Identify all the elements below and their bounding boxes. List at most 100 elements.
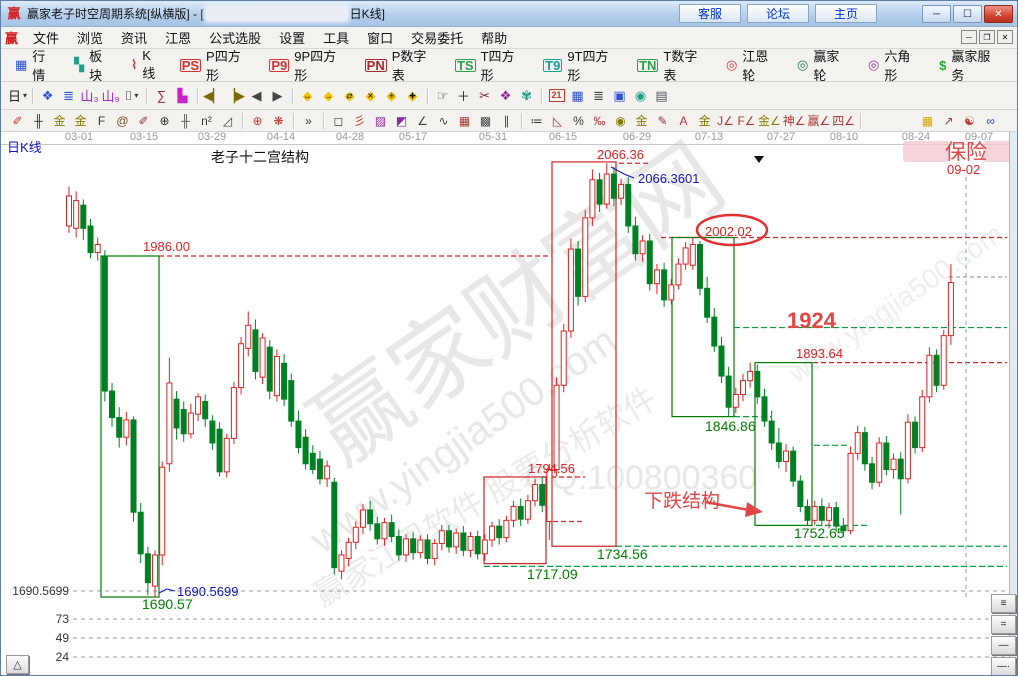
gann-web-icon[interactable]: ❖	[41, 87, 54, 103]
child-close-button[interactable]: ✕	[997, 30, 1013, 44]
a-wave-tool[interactable]: A	[679, 113, 688, 128]
first-page-button[interactable]: ◀▏	[203, 87, 224, 103]
info-list-icon[interactable]: ≣	[63, 87, 74, 103]
child-restore-button[interactable]: ❐	[979, 30, 995, 44]
gold-lines-tool[interactable]: 金	[635, 114, 648, 128]
grid-fine-tool[interactable]: ▦	[458, 113, 471, 128]
infinity-tool[interactable]: ∞	[986, 113, 995, 128]
menu-item-江恩[interactable]: 江恩	[165, 30, 192, 46]
hexagon-button[interactable]: ◎ 六角形	[868, 49, 911, 83]
gann-cross-tool[interactable]: ⊕	[252, 113, 263, 128]
pattern-tool[interactable]: ✾	[521, 87, 532, 103]
winner-service-button[interactable]: $ 赢家服务	[939, 49, 991, 83]
gold-ruler2-tool[interactable]: 金	[74, 114, 87, 128]
menu-item-窗口[interactable]: 窗口	[367, 30, 394, 46]
gann-wheel-button[interactable]: ◎ 江恩轮	[725, 49, 769, 83]
last-page-button[interactable]: ▕▶	[225, 87, 246, 103]
percent-tool[interactable]: %	[573, 113, 584, 128]
ma9-icon[interactable]: 山₉	[101, 89, 120, 104]
winner-wheel-button[interactable]: ◎ 赢家轮	[797, 49, 840, 83]
diamond-move-tool[interactable]: ◆ ↔	[302, 87, 313, 103]
square-draw-tool[interactable]: ◻	[333, 113, 344, 128]
f-angle-tool[interactable]: F∠	[737, 113, 756, 128]
price-label-tool[interactable]: ≔	[530, 113, 543, 128]
menu-item-工具[interactable]: 工具	[323, 30, 350, 46]
menu-item-浏览[interactable]: 浏览	[77, 30, 104, 46]
gift-tool[interactable]: ❖	[499, 87, 512, 103]
pane-layout-2-button[interactable]: =	[991, 615, 1016, 634]
trend-mini-tool[interactable]: ↗	[943, 113, 954, 128]
sectors-button[interactable]: ▚ 板块	[74, 49, 103, 83]
grid-yellow-tool[interactable]: ▦	[921, 113, 934, 128]
menu-item-公式选股[interactable]: 公式选股	[209, 30, 262, 46]
indicator-toggle-button[interactable]: △	[6, 655, 29, 674]
kline-button[interactable]: ⌇ K线	[130, 48, 156, 81]
diamond-plus-tool[interactable]: ◆ ✚	[407, 87, 418, 103]
menu-item-帮助[interactable]: 帮助	[481, 30, 508, 46]
prev-page-button[interactable]: ◀	[251, 87, 262, 103]
volume-bars-icon[interactable]: ▙	[177, 87, 188, 103]
quotes-button[interactable]: ▦ 行情	[15, 49, 46, 83]
menu-item-设置[interactable]: 设置	[279, 30, 306, 46]
spiral-tool[interactable]: @	[116, 113, 129, 128]
next-page-button[interactable]: ▶	[272, 87, 283, 103]
brush-tool[interactable]: ✐	[12, 113, 23, 128]
si-angle-tool[interactable]: 四∠	[832, 114, 856, 128]
candles-layer[interactable]	[66, 163, 954, 598]
fan-box-tool[interactable]: ◩	[395, 113, 408, 128]
p-square-button[interactable]: PS P四方形	[179, 49, 241, 83]
notes-icon[interactable]: ≣	[593, 87, 604, 103]
pane-layout-1-button[interactable]: —	[991, 636, 1016, 655]
ma3-icon[interactable]: 山₃	[80, 89, 99, 104]
f-ruler-tool[interactable]: F	[97, 113, 106, 128]
gold-ruler-tool[interactable]: 金	[53, 114, 66, 128]
tick-ruler-tool[interactable]: ╫	[181, 113, 190, 128]
diamond-expand-tool[interactable]: ◆ ⇄	[344, 87, 355, 103]
p-number-button[interactable]: PN P数字表	[364, 49, 427, 83]
minimize-button[interactable]: ─	[922, 5, 951, 23]
percent-triangle-tool[interactable]: ◺	[552, 113, 563, 128]
snowflake-tool[interactable]: ❋	[273, 113, 284, 128]
menu-item-文件[interactable]: 文件	[33, 30, 60, 46]
win-angle-tool[interactable]: 赢∠	[807, 114, 831, 128]
percent-lines-tool[interactable]: ‰	[593, 113, 606, 128]
nine-t-square-button[interactable]: T9 9T四方形	[543, 49, 609, 83]
rocket-ruler-tool[interactable]: ✐	[138, 113, 149, 128]
nine-p-square-button[interactable]: P9 9P四方形	[269, 49, 337, 83]
gann-ruler-tool[interactable]: ╫	[34, 113, 43, 128]
shen-angle-tool[interactable]: 神∠	[782, 114, 806, 128]
calendar-icon[interactable]: 21	[546, 86, 567, 106]
export-web-icon[interactable]: ◉	[634, 87, 647, 103]
wave-lines-tool[interactable]: ∿	[438, 113, 449, 128]
customer-service-button[interactable]: 客服	[679, 4, 741, 23]
j-angle-tool[interactable]: J∠	[717, 113, 734, 128]
child-minimize-button[interactable]: ─	[961, 30, 977, 44]
segment-cut-tool[interactable]: ✂	[479, 87, 490, 103]
circle-ruler-tool[interactable]: ⊕	[159, 113, 170, 128]
fan-lines-tool[interactable]: 彡	[353, 114, 366, 128]
fan-square-tool[interactable]: ▨	[374, 113, 387, 128]
save-icon[interactable]: ▣	[613, 87, 626, 103]
yinyang-tool[interactable]: ☯	[964, 113, 975, 128]
gold-circle-tool[interactable]: ◉	[615, 113, 626, 128]
parallel-lines-tool[interactable]: ∥	[503, 113, 510, 128]
homepage-button[interactable]: 主页	[815, 4, 877, 23]
grid-bold-tool[interactable]: ▩	[479, 113, 492, 128]
maximize-button[interactable]: ☐	[953, 5, 982, 23]
hand-tool[interactable]: ☞	[436, 87, 449, 103]
protractor-tool[interactable]: ◿	[222, 113, 233, 128]
gold-underline-tool[interactable]: 金	[698, 114, 711, 128]
diamond-right-tool[interactable]: ◆ →	[323, 87, 334, 103]
pane-slider-button[interactable]: —·	[991, 657, 1016, 675]
formula-icon[interactable]: ∑	[156, 88, 167, 103]
n2-tool[interactable]: n²	[201, 113, 212, 128]
kline-style-dropdown[interactable]: 日 ▾	[8, 89, 28, 104]
diamond-cross-tool[interactable]: ◆ ✕	[365, 87, 376, 103]
single-candle-dropdown[interactable]: ⌷ ▾	[124, 87, 139, 103]
pane-layout-3-button[interactable]: ≡	[991, 594, 1016, 613]
more-tools-chevron[interactable]: »	[305, 113, 312, 128]
menu-item-资讯[interactable]: 资讯	[121, 30, 148, 46]
close-button[interactable]: ✕	[984, 5, 1013, 23]
candle-pencil-tool[interactable]: ✎	[657, 113, 668, 128]
